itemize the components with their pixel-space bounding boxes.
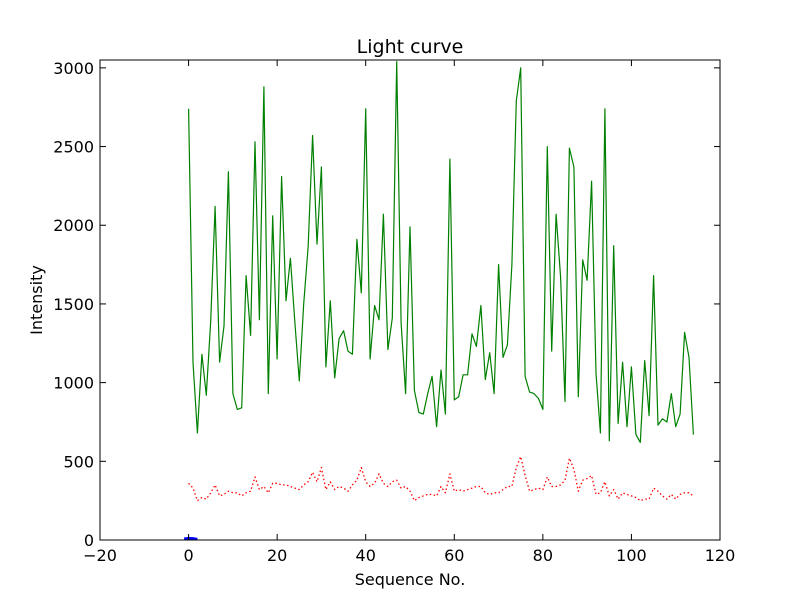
series-line-2 bbox=[188, 455, 694, 502]
x-axis-label: Sequence No. bbox=[355, 570, 466, 589]
y-tick-label: 3000 bbox=[53, 59, 94, 78]
x-tick-label: 120 bbox=[705, 546, 736, 565]
x-tick-label: 100 bbox=[616, 546, 647, 565]
y-tick-label: 1000 bbox=[53, 374, 94, 393]
y-tick-label: 2500 bbox=[53, 138, 94, 157]
y-axis-label: Intensity bbox=[27, 265, 46, 335]
series-line-1 bbox=[188, 60, 694, 443]
x-tick-label: 20 bbox=[267, 546, 287, 565]
series-line-3 bbox=[183, 536, 198, 541]
chart-title: Light curve bbox=[357, 36, 464, 58]
series-layer bbox=[183, 60, 694, 541]
x-tick-label: 60 bbox=[444, 546, 464, 565]
y-tick-label: 2000 bbox=[53, 216, 94, 235]
axis-layer: −20 0 20 40 60 80 100 1200500100015002000250030… bbox=[53, 59, 735, 565]
x-tick-label: 0 bbox=[183, 546, 193, 565]
y-tick-label: 1500 bbox=[53, 295, 94, 314]
x-tick-label: 80 bbox=[533, 546, 553, 565]
plot-frame bbox=[99, 59, 721, 541]
y-tick-label: 0 bbox=[84, 531, 94, 550]
x-tick-label: −20 bbox=[83, 546, 117, 565]
x-tick-label: 40 bbox=[356, 546, 376, 565]
y-tick-label: 500 bbox=[63, 452, 94, 471]
